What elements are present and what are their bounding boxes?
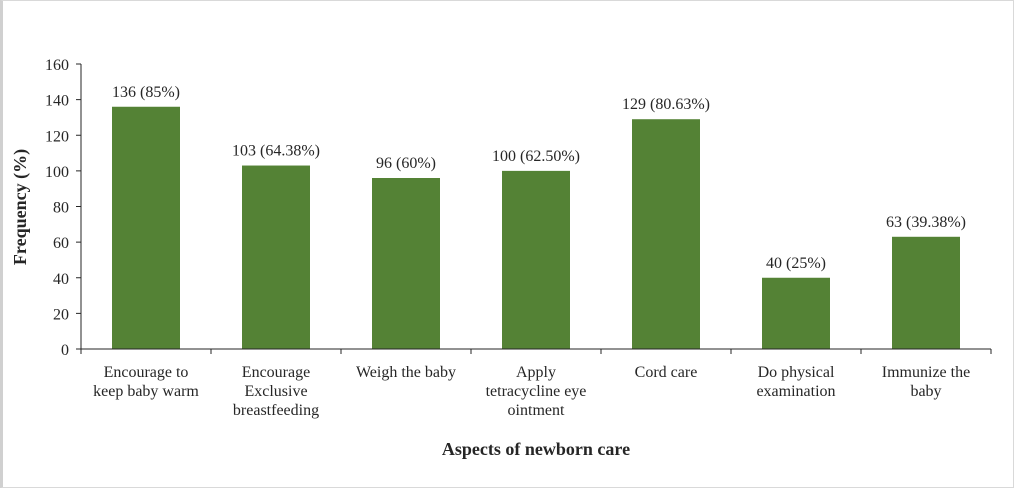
y-tick-label: 20 <box>53 306 69 323</box>
x-tick-label: ointment <box>508 402 565 419</box>
y-tick-label: 160 <box>45 57 69 74</box>
x-tick-label: Encourage to <box>104 364 189 381</box>
x-tick-label: Weigh the baby <box>356 364 456 381</box>
x-tick-label: Encourage <box>242 364 310 381</box>
x-tick-label: Exclusive <box>244 383 307 400</box>
y-tick-label: 120 <box>45 128 69 145</box>
y-tick-label: 60 <box>53 235 69 252</box>
y-tick-label: 80 <box>53 200 69 217</box>
y-axis-label: Frequency (%) <box>10 149 31 265</box>
data-label: 103 (64.38%) <box>232 143 320 160</box>
bar <box>632 119 700 349</box>
x-axis-label: Aspects of newborn care <box>442 439 630 459</box>
data-label: 136 (85%) <box>112 84 180 101</box>
data-label: 63 (39.38%) <box>886 214 966 231</box>
y-tick-label: 0 <box>61 342 69 359</box>
x-tick-label: baby <box>910 383 941 400</box>
data-label: 100 (62.50%) <box>492 148 580 165</box>
data-label: 96 (60%) <box>376 155 436 172</box>
y-tick-label: 140 <box>45 93 69 110</box>
x-axis: Encourage to keep baby warm Encourage Exclu… <box>80 348 992 419</box>
x-tick-label: keep baby warm <box>93 383 199 400</box>
bars: 136 (85%) 103 (64.38%) 96 (60%) 100 (62.50%… <box>112 84 966 349</box>
bar <box>892 236 960 349</box>
x-tick-label: examination <box>756 383 835 400</box>
x-tick-label: Do physical <box>758 364 835 381</box>
y-axis: 0 20 40 60 80 100 120 140 160 <box>45 57 82 359</box>
x-tick-label: Cord care <box>635 364 698 381</box>
y-tick-label: 100 <box>45 164 69 181</box>
data-label: 129 (80.63%) <box>622 96 710 113</box>
y-tick-label: 40 <box>53 271 69 288</box>
bar <box>242 165 310 349</box>
data-label: 40 (25%) <box>766 255 826 272</box>
x-tick-label: tetracycline eye <box>486 383 587 400</box>
bar <box>762 277 830 349</box>
bar <box>502 170 570 349</box>
x-tick-label: breastfeeding <box>233 402 319 419</box>
x-tick-label: Apply <box>516 364 556 381</box>
bar <box>112 106 180 349</box>
bar <box>372 178 440 349</box>
x-tick-label: Immunize the <box>882 364 970 381</box>
